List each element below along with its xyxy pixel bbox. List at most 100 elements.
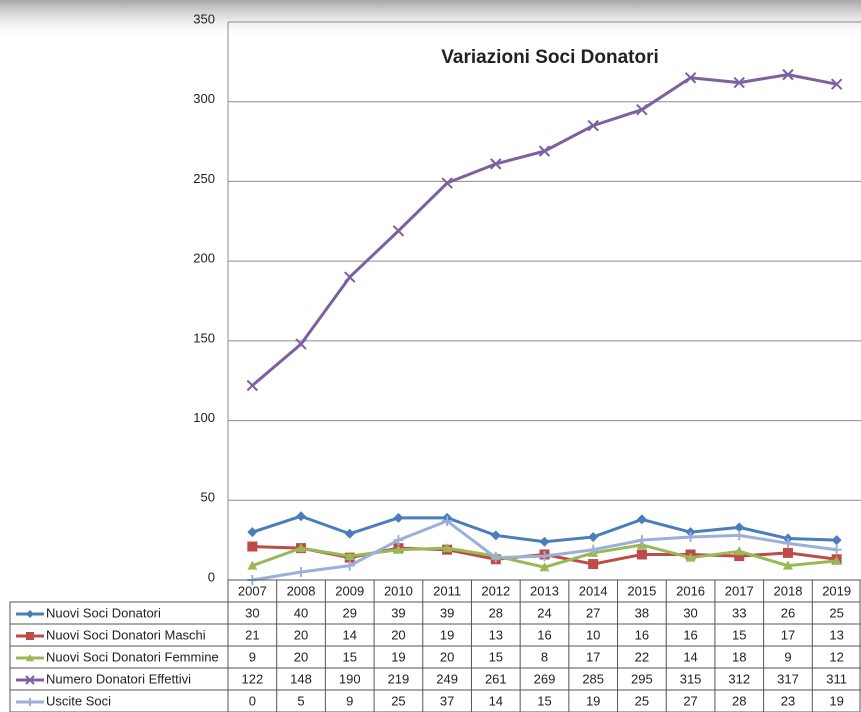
x-tick-label: 2009 [335,583,364,598]
table-value: 16 [537,627,551,642]
marker [247,527,258,538]
table-value: 20 [391,627,405,642]
marker [831,544,842,555]
marker [393,544,404,554]
table-value: 19 [586,693,600,708]
table-value: 24 [537,605,551,620]
y-tick-label: 150 [193,330,215,345]
table-value: 14 [342,627,356,642]
table-value: 27 [683,693,697,708]
marker [344,551,355,561]
marker [442,543,453,553]
marker [295,338,307,350]
marker [490,552,501,563]
legend-label: Nuovi Soci Donatori Femmine [46,649,219,664]
legend-label: Nuovi Soci Donatori [46,605,161,620]
marker [393,512,404,523]
marker [636,103,648,116]
x-tick-label: 2007 [238,583,267,598]
marker [685,552,696,562]
table-border [9,601,861,712]
marker [636,535,647,546]
table-value: 26 [781,605,795,620]
marker [684,72,697,84]
table-value: 311 [826,671,847,686]
x-tick-label: 2015 [627,583,656,598]
banner [0,0,861,40]
marker [296,567,307,578]
table-value: 9 [784,649,791,664]
table-value: 16 [635,627,649,642]
table-value: 219 [388,671,410,686]
table-value: 13 [829,627,843,642]
marker [490,158,502,170]
table-value: 29 [342,605,356,620]
legend-label: Uscite Soci [46,693,111,708]
marker [392,225,405,237]
marker [588,544,599,555]
chart-title: Variazioni Soci Donatori [441,47,659,68]
x-tick-label: 2008 [287,583,316,598]
marker [539,551,550,562]
marker [393,535,404,546]
legend-marker [25,675,35,685]
table-value: 38 [635,605,649,620]
table-value: 25 [391,693,405,708]
y-tick-label: 350 [193,11,215,26]
x-tick-label: 2010 [384,583,413,598]
marker [685,531,696,542]
table-value: 20 [294,627,308,642]
marker [831,555,842,565]
marker [734,522,745,533]
marker [587,119,599,132]
table-value: 30 [245,605,259,620]
table-value: 16 [683,627,697,642]
table-value: 39 [391,605,405,620]
y-tick-label: 300 [193,91,215,106]
table-value: 30 [683,605,697,620]
table-value: 39 [440,605,454,620]
table-value: 17 [586,649,600,664]
table-value: 15 [732,627,746,642]
table-value: 190 [339,671,361,686]
marker [539,562,550,572]
table-value: 18 [732,649,746,664]
table-value: 315 [680,671,702,686]
x-tick-label: 2016 [676,583,705,598]
table-value: 9 [249,649,256,664]
marker [733,76,745,89]
y-tick-label: 200 [193,251,215,266]
table-value: 0 [249,693,256,708]
x-tick-label: 2019 [822,583,851,598]
table-value: 17 [781,627,795,642]
marker [344,271,356,283]
table-value: 22 [635,649,649,664]
table-value: 15 [537,693,551,708]
legend-label: Numero Donatori Effettivi [46,671,191,686]
marker [734,546,745,556]
marker [344,560,355,571]
table-value: 15 [342,649,356,664]
table-value: 33 [732,605,746,620]
table-value: 249 [436,671,458,686]
marker [830,78,843,90]
marker [344,528,355,539]
table-value: 295 [631,671,653,686]
table-value: 269 [534,671,556,686]
table-value: 14 [489,693,503,708]
table-value: 15 [489,649,503,664]
marker [636,549,647,560]
table-value: 122 [241,671,263,686]
y-tick-label: 0 [208,569,215,584]
table-value: 23 [781,693,795,708]
table-value: 20 [440,649,454,664]
table-value: 148 [290,671,312,686]
table-value: 40 [294,605,308,620]
marker [588,559,599,570]
x-tick-label: 2018 [774,583,803,598]
table-value: 37 [440,693,454,708]
table-value: 20 [294,649,308,664]
marker [782,68,794,81]
legend-label: Nuovi Soci Donatori Maschi [46,627,206,642]
